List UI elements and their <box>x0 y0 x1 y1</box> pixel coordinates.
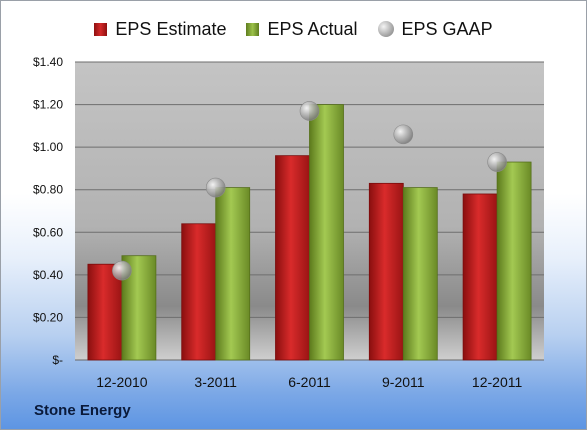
legend-label-eps-gaap: EPS GAAP <box>401 18 493 39</box>
y-tick-label: $1.20 <box>33 98 63 112</box>
bar-eps-estimate <box>462 193 498 361</box>
gaap-points <box>112 101 507 281</box>
bar-eps-estimate <box>368 182 404 361</box>
legend-label-eps-estimate: EPS Estimate <box>115 18 227 39</box>
point-eps-gaap <box>299 101 320 121</box>
x-tick-label: 12-2011 <box>472 374 523 390</box>
company-name: Stone Energy <box>34 402 131 419</box>
bar-series <box>87 104 532 361</box>
bar-eps-actual <box>402 187 438 361</box>
y-tick-label: $0.20 <box>33 310 63 324</box>
legend-swatch-eps-estimate <box>94 22 108 36</box>
y-tick-label: $0.80 <box>33 183 63 197</box>
bar-eps-actual <box>215 187 251 361</box>
point-eps-gaap <box>393 124 414 145</box>
bar-eps-estimate <box>181 223 217 361</box>
chart-legend: EPS Estimate EPS Actual EPS GAAP <box>0 14 587 44</box>
y-tick-label: $- <box>52 353 63 367</box>
point-eps-gaap <box>205 177 226 198</box>
bar-eps-estimate <box>275 155 310 361</box>
y-axis-tick-labels: $- $0.20 $0.40 $0.60 $0.80 $1.00 $1.20 $1.40 <box>33 55 63 367</box>
legend-swatch-eps-actual <box>246 22 260 36</box>
y-tick-label: $0.60 <box>33 225 63 239</box>
legend-item-eps-gaap: EPS GAAP <box>377 18 493 40</box>
legend-label-eps-actual: EPS Actual <box>267 18 358 39</box>
x-tick-label: 3-2011 <box>194 374 237 390</box>
y-tick-label: $1.00 <box>33 140 63 154</box>
bar-eps-actual <box>496 161 532 361</box>
x-tick-label: 6-2011 <box>288 374 331 390</box>
legend-item-eps-actual: EPS Actual <box>246 18 358 40</box>
x-axis-tick-labels: 12-2010 3-2011 6-2011 9-2011 12-2011 <box>96 374 522 390</box>
bar-eps-actual <box>309 104 344 361</box>
y-tick-label: $0.40 <box>33 268 63 282</box>
x-tick-label: 9-2011 <box>382 374 425 390</box>
legend-swatch-eps-gaap <box>377 21 394 37</box>
y-tick-label: $1.40 <box>33 55 63 69</box>
x-tick-label: 12-2010 <box>96 374 148 390</box>
legend-item-eps-estimate: EPS Estimate <box>94 19 226 40</box>
point-eps-gaap <box>112 260 132 281</box>
point-eps-gaap <box>487 152 507 172</box>
